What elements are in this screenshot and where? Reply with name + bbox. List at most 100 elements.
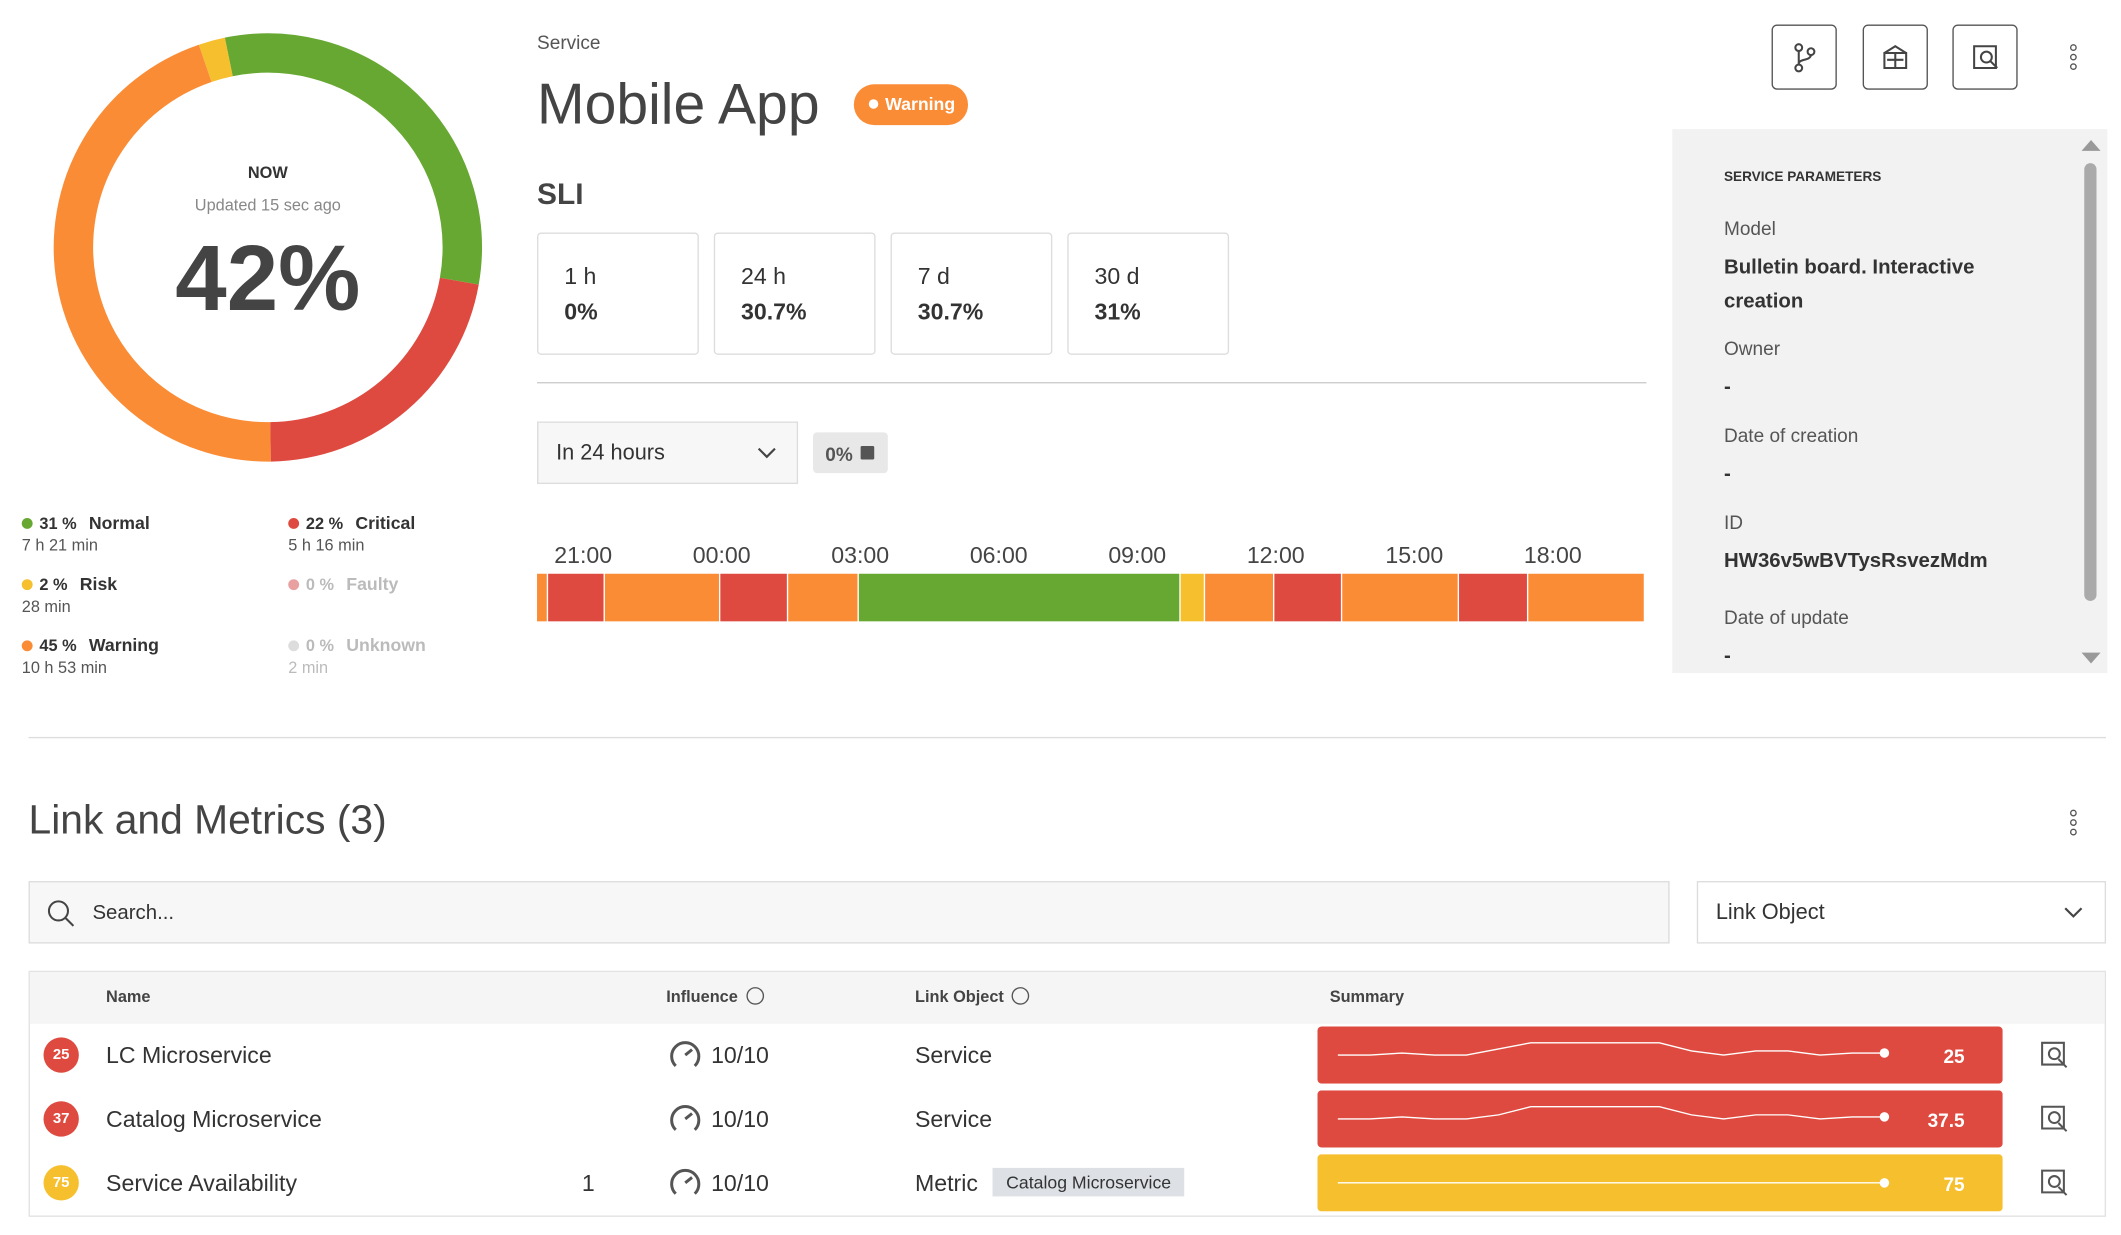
legend-dot [288, 518, 300, 529]
legend-dot [288, 579, 300, 591]
sli-value: 31% [1094, 299, 1141, 325]
legend-duration: 28 min [21, 596, 71, 616]
row-name: Catalog Microservice [106, 1106, 322, 1133]
row-influence: 10/10 [711, 1042, 769, 1069]
donut-segment [224, 33, 482, 285]
param-value: Bulletin board. Interactive creation [1723, 255, 1975, 313]
donut-segment [269, 277, 479, 462]
kebab[interactable] [2067, 44, 2081, 74]
column-header: Link Object [915, 987, 1030, 1006]
sparkline-end [1879, 1112, 1890, 1122]
row-count: 1 [581, 1170, 595, 1197]
legend-duration: 5 h 16 min [288, 535, 365, 555]
column-header: Influence [666, 987, 764, 1007]
divider [28, 736, 2107, 739]
status-badge: Warning [853, 84, 969, 126]
timeline-segment [1205, 573, 1274, 622]
branch-button[interactable] [1771, 24, 1837, 90]
timeline-segment [604, 573, 719, 622]
legend-dot [21, 579, 33, 591]
table [28, 970, 2107, 1217]
time-label: 00:00 [693, 542, 751, 568]
divider [537, 382, 1647, 384]
timeline-segment [1459, 573, 1527, 622]
inspect-icon[interactable] [2038, 1167, 2071, 1200]
legend-percent: 31 % [39, 513, 77, 533]
row-badge: 75 [43, 1165, 79, 1201]
sparkline-end [1879, 1178, 1890, 1188]
legend-item: 2 % Risk 28 min [21, 574, 117, 616]
legend-duration: 10 h 53 min [21, 658, 108, 678]
legend-name: Critical [355, 512, 416, 533]
time-label: 12:00 [1247, 542, 1305, 568]
legend-name: Faulty [346, 573, 399, 595]
chip-text: 0% [825, 443, 853, 465]
links-title: Link and Metrics (3) [28, 798, 387, 843]
gauge-icon [670, 1169, 701, 1195]
inspect-icon[interactable] [2038, 1103, 2071, 1136]
icon [2041, 1105, 2068, 1132]
search-placeholder: Search... [92, 901, 175, 925]
timeline-segment [537, 573, 547, 622]
row-name: Service Availability [106, 1170, 298, 1197]
summary-bg [1317, 1026, 2003, 1084]
time-label: 15:00 [1385, 542, 1443, 568]
sli-value: 30.7% [917, 299, 984, 325]
param-value: HW36v5wBVTysRsvezMdm [1723, 549, 1988, 573]
legend-item: 0 % Faulty [288, 574, 398, 594]
sli-card: 24 h 30.7% [713, 232, 876, 355]
package-button[interactable] [1862, 24, 1928, 90]
summary-bar: 75 [1317, 1154, 2003, 1212]
table-row: 25 LC Microservice 10/10 Service 25 [30, 1024, 2105, 1087]
sli-period: 24 h [740, 263, 786, 290]
icon [2041, 1041, 2068, 1069]
legend-duration: 2 min [288, 658, 329, 678]
column-title: Name [106, 987, 151, 1007]
info-icon [745, 987, 764, 1005]
column-title: Influence [666, 987, 738, 1007]
summary-value: 75 [1943, 1175, 1965, 1196]
param-label: Model [1723, 217, 1776, 240]
filter-text: Link Object [1715, 901, 1825, 925]
icon [2047, 1111, 2061, 1125]
row-badge: 25 [43, 1037, 79, 1073]
param-label: ID [1723, 511, 1744, 533]
timeline-segment [548, 573, 604, 622]
sli-period: 1 h [564, 263, 597, 290]
sli-value: 30.7% [740, 299, 807, 325]
title: Mobile App [537, 72, 820, 136]
legend-item: 31 % Normal 7 h 21 min [21, 513, 150, 555]
timeline-segment [1180, 573, 1204, 622]
gauge [670, 1041, 701, 1067]
summary-bg [1317, 1090, 2003, 1148]
param-value: - [1723, 375, 1731, 399]
sli-value: 0% [564, 299, 598, 325]
sli-card: 30 d 31% [1067, 232, 1230, 355]
summary-bar: 37.5 [1317, 1090, 2003, 1148]
inspect-button[interactable] [1952, 24, 2018, 90]
gauge [670, 1105, 701, 1131]
inspect-icon[interactable] [2038, 1039, 2071, 1072]
summary-bar: 25 [1317, 1026, 2003, 1084]
param-label: Date of creation [1723, 424, 1859, 446]
range-select[interactable]: In 24 hours [537, 421, 799, 485]
kebab[interactable] [2067, 809, 2081, 839]
search[interactable]: Search... [28, 881, 1670, 944]
donut-segment [198, 37, 233, 83]
now-label: NOW [247, 163, 288, 183]
sparkline [1337, 1106, 1885, 1120]
filter-select[interactable]: Link Object [1696, 881, 2107, 944]
row-name: LC Microservice [106, 1042, 272, 1069]
legend-percent: 45 % [39, 636, 77, 656]
sli-card: 1 h 0% [537, 232, 699, 355]
param-value: - [1723, 644, 1731, 668]
status: Warning [885, 93, 956, 115]
legend-dot [21, 518, 33, 529]
donut-segment [53, 44, 271, 462]
row-link: Metric [915, 1170, 978, 1197]
scrollbar[interactable] [2084, 163, 2097, 601]
timeline-segment [788, 573, 858, 622]
param-label: Owner [1723, 337, 1781, 359]
sparkline [1337, 1042, 1885, 1056]
